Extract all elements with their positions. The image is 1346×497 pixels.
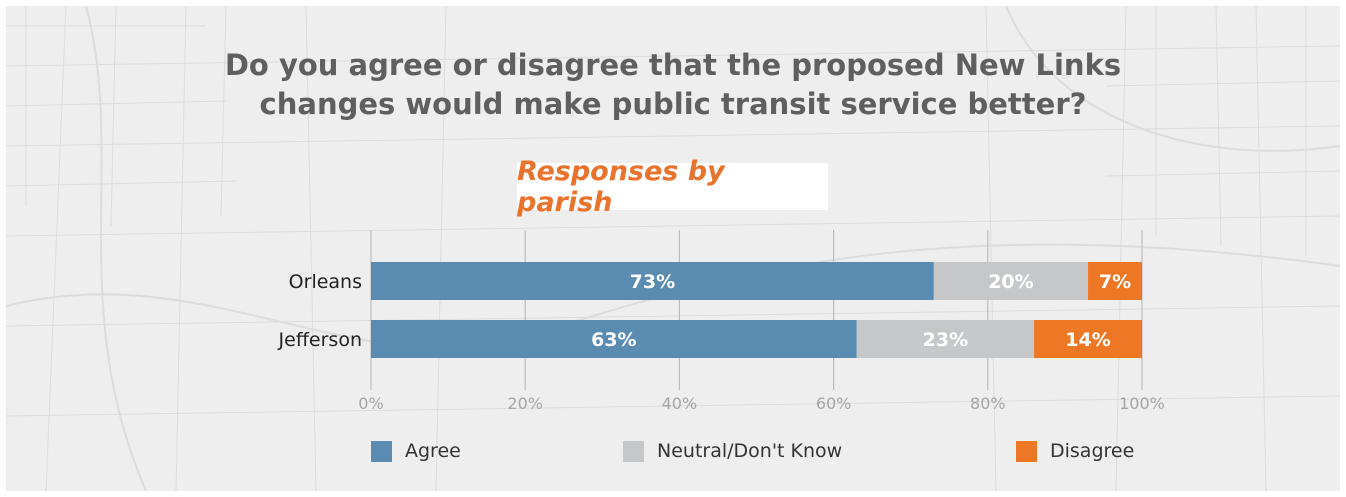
bar-orleans-neutral-don-t-know (933, 262, 1089, 300)
category-label-jefferson: Jefferson (278, 329, 362, 351)
data-label-orleans-neutral-don-t-know: 20% (988, 271, 1033, 293)
legend-label-disagree: Disagree (1050, 440, 1135, 462)
data-label-jefferson-neutral-don-t-know: 23% (923, 329, 968, 351)
legend-item-disagree: Disagree (1016, 440, 1134, 462)
data-label-jefferson-disagree: 14% (1065, 329, 1110, 351)
chart-title-line-2: changes would make public transit servic… (259, 87, 1087, 121)
legend-swatch-disagree (1016, 440, 1037, 462)
stacked-bar-chart: 0% 20% 40% 60% 80% 100% Orleans 73% 20% 7% Jeffers… (278, 230, 1165, 413)
data-label-orleans-disagree: 7% (1099, 271, 1131, 293)
x-tick-label-80: 80% (970, 394, 1006, 413)
data-label-jefferson-agree: 63% (591, 329, 636, 351)
bar-jefferson-neutral-don-t-know (856, 320, 1035, 358)
chart-subtitle: Responses by parish (517, 155, 725, 218)
chart-title-line-1: Do you agree or disagree that the propos… (224, 48, 1122, 82)
legend-swatch-neutral (623, 440, 644, 462)
x-tick-label-40: 40% (662, 394, 698, 413)
bar-orleans-disagree (1088, 262, 1142, 300)
chart-title: Do you agree or disagree that the propos… (6, 46, 1340, 124)
legend-label-agree: Agree (405, 440, 461, 462)
bar-jefferson-disagree (1034, 320, 1142, 358)
legend-label-neutral: Neutral/Don't Know (657, 440, 843, 462)
x-tick-label-20: 20% (507, 394, 543, 413)
x-tick-label-0: 0% (358, 394, 383, 413)
bar-jefferson-agree (371, 320, 857, 358)
x-tick-label-100: 100% (1119, 394, 1165, 413)
subtitle-box: Responses by parish (517, 156, 828, 218)
category-label-orleans: Orleans (289, 271, 362, 293)
legend-item-agree: Agree (371, 440, 461, 462)
legend-swatch-agree (371, 440, 392, 462)
data-label-orleans-agree: 73% (630, 271, 675, 293)
chart-card: Do you agree or disagree that the propos… (6, 6, 1340, 491)
x-tick-label-60: 60% (816, 394, 852, 413)
bar-orleans-agree (371, 262, 934, 300)
legend-item-neutral: Neutral/Don't Know (623, 440, 842, 462)
